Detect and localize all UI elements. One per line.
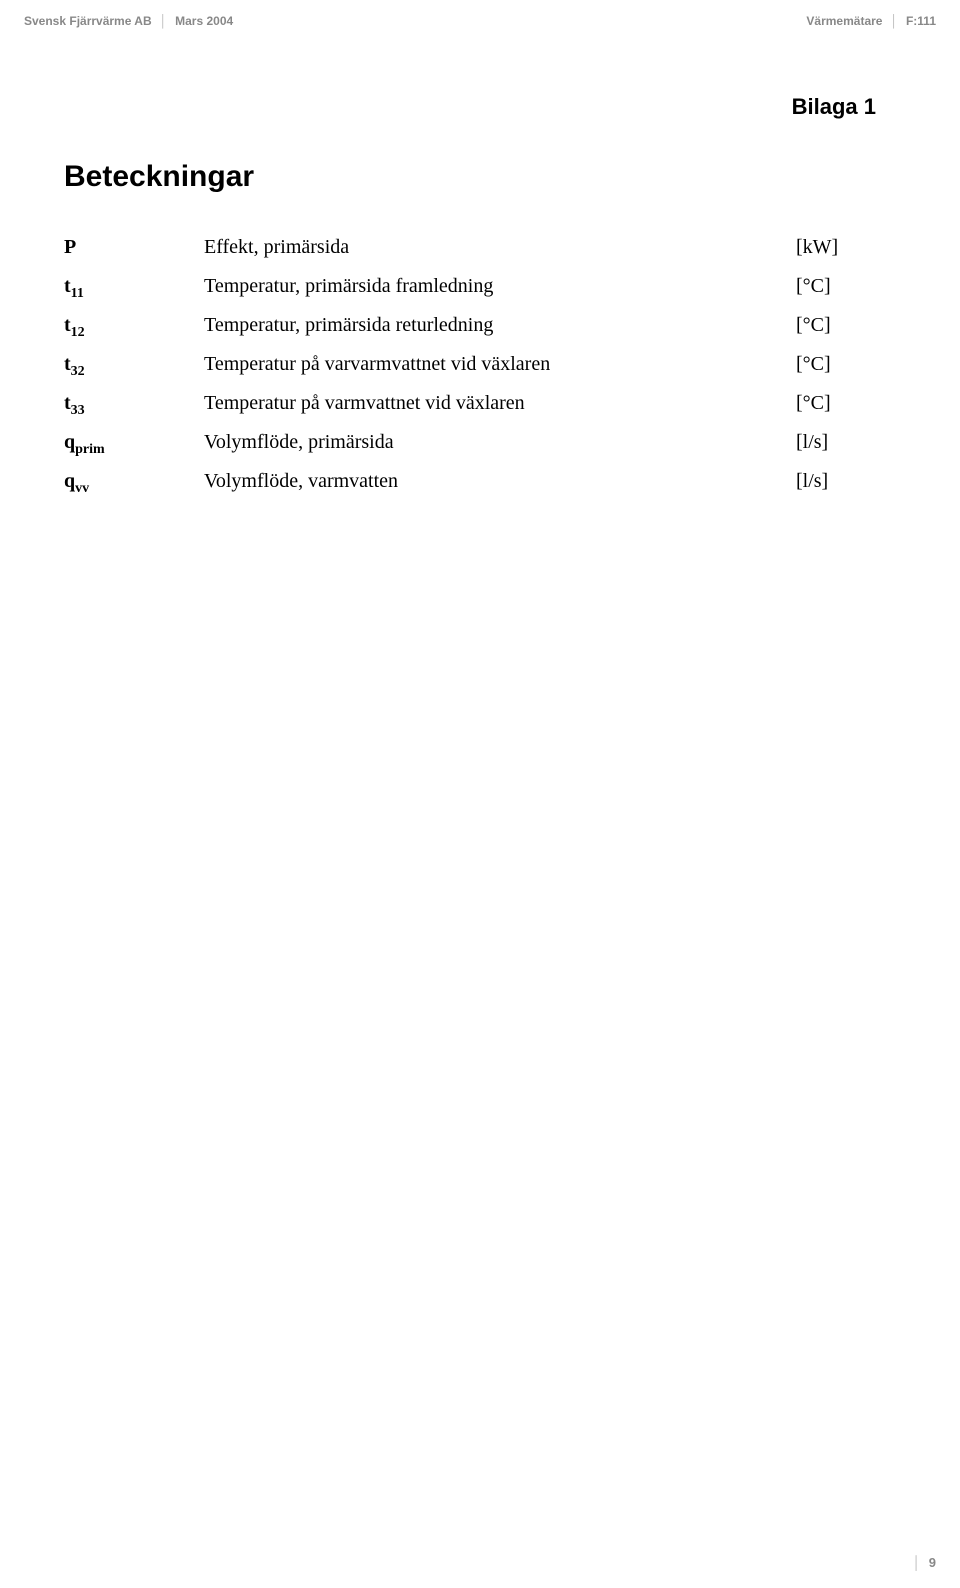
description-cell: Temperatur, primärsida returledning bbox=[204, 308, 796, 347]
definitions-table: P Effekt, primärsida [kW] t11 Temperatur… bbox=[64, 230, 896, 503]
unit-cell: [°C] bbox=[796, 347, 896, 386]
symbol-cell: qvv bbox=[64, 464, 204, 503]
description-cell: Effekt, primärsida bbox=[204, 230, 796, 269]
description-cell: Volymflöde, primärsida bbox=[204, 425, 796, 464]
symbol-main: t bbox=[64, 314, 71, 336]
header-date: Mars 2004 bbox=[175, 14, 233, 28]
header-separator: │ bbox=[890, 14, 898, 28]
unit-cell: [l/s] bbox=[796, 464, 896, 503]
unit-cell: [°C] bbox=[796, 269, 896, 308]
page-number-value: 9 bbox=[929, 1555, 936, 1570]
symbol-cell: t33 bbox=[64, 386, 204, 425]
table-row: t11 Temperatur, primärsida framledning [… bbox=[64, 269, 896, 308]
description-cell: Temperatur på varvarmvattnet vid växlare… bbox=[204, 347, 796, 386]
table-row: t32 Temperatur på varvarmvattnet vid väx… bbox=[64, 347, 896, 386]
unit-cell: [kW] bbox=[796, 230, 896, 269]
symbol-subscript: 12 bbox=[71, 325, 85, 340]
table-row: P Effekt, primärsida [kW] bbox=[64, 230, 896, 269]
symbol-subscript: vv bbox=[75, 481, 89, 496]
header-code: F:111 bbox=[906, 14, 936, 28]
table-row: qvv Volymflöde, varmvatten [l/s] bbox=[64, 464, 896, 503]
unit-cell: [°C] bbox=[796, 308, 896, 347]
symbol-subscript: 32 bbox=[71, 364, 85, 379]
page-number: │ 9 bbox=[913, 1555, 936, 1570]
symbol-main: t bbox=[64, 353, 71, 375]
description-cell: Temperatur på varmvattnet vid växlaren bbox=[204, 386, 796, 425]
symbol-main: q bbox=[64, 470, 75, 492]
symbol-cell: t32 bbox=[64, 347, 204, 386]
page-number-separator: │ bbox=[913, 1555, 921, 1570]
table-row: t33 Temperatur på varmvattnet vid växlar… bbox=[64, 386, 896, 425]
symbol-cell: t11 bbox=[64, 269, 204, 308]
header-company: Svensk Fjärrvärme AB bbox=[24, 14, 152, 28]
page-header: Svensk Fjärrvärme AB │ Mars 2004 Värmemä… bbox=[0, 0, 960, 34]
symbol-cell: t12 bbox=[64, 308, 204, 347]
symbol-main: t bbox=[64, 392, 71, 414]
symbol-subscript: 33 bbox=[71, 403, 85, 418]
symbol-main: q bbox=[64, 431, 75, 453]
table-row: qprim Volymflöde, primärsida [l/s] bbox=[64, 425, 896, 464]
header-separator: │ bbox=[160, 14, 168, 28]
appendix-title: Bilaga 1 bbox=[64, 94, 896, 120]
description-cell: Temperatur, primärsida framledning bbox=[204, 269, 796, 308]
symbol-subscript: prim bbox=[75, 442, 105, 457]
header-left: Svensk Fjärrvärme AB │ Mars 2004 bbox=[24, 14, 233, 28]
description-cell: Volymflöde, varmvatten bbox=[204, 464, 796, 503]
symbol-main: t bbox=[64, 275, 71, 297]
symbol-subscript: 11 bbox=[71, 286, 84, 301]
header-right: Värmemätare │ F:111 bbox=[806, 14, 936, 28]
symbol-main: P bbox=[64, 236, 76, 258]
section-title: Beteckningar bbox=[64, 160, 896, 194]
page-content: Bilaga 1 Beteckningar P Effekt, primärsi… bbox=[0, 34, 960, 503]
symbol-cell: qprim bbox=[64, 425, 204, 464]
header-doc: Värmemätare bbox=[806, 14, 882, 28]
symbol-cell: P bbox=[64, 230, 204, 269]
unit-cell: [°C] bbox=[796, 386, 896, 425]
table-row: t12 Temperatur, primärsida returledning … bbox=[64, 308, 896, 347]
unit-cell: [l/s] bbox=[796, 425, 896, 464]
